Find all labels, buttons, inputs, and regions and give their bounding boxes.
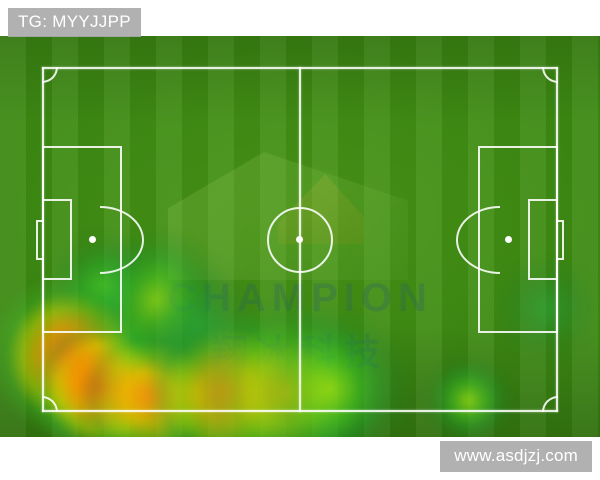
pitch-surface: CHAMPION 翔冰科技 (0, 36, 600, 437)
pitch-shading (0, 36, 600, 437)
website-label: www.asdjzj.com (440, 441, 592, 472)
tag-label: TG: MYYJJPP (8, 8, 141, 37)
